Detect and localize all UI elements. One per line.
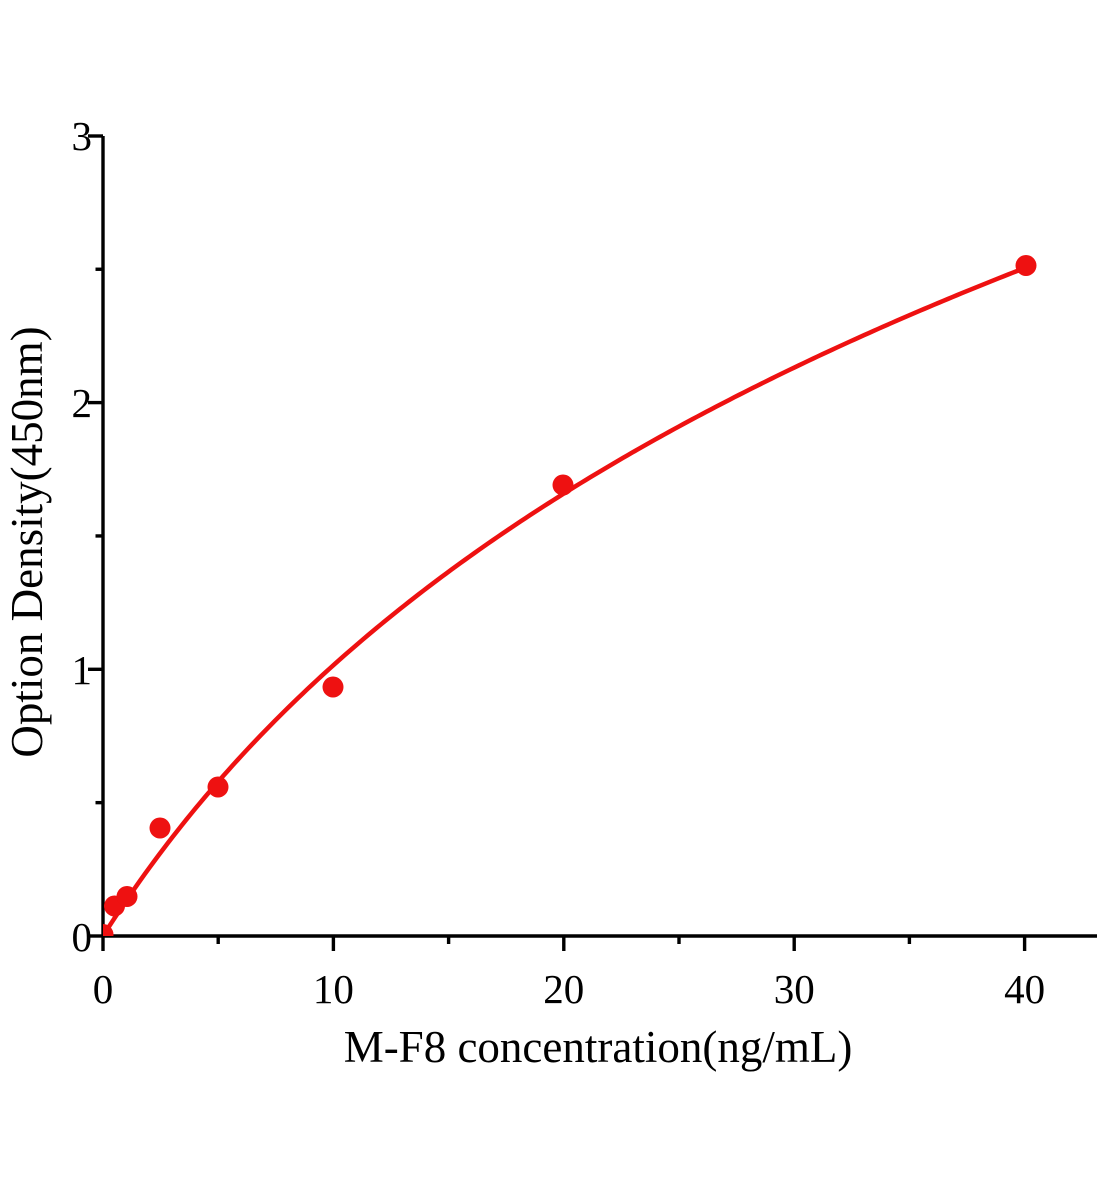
svg-text:Option Density(450nm): Option Density(450nm) (2, 326, 52, 757)
svg-text:M-F8 concentration(ng/mL): M-F8 concentration(ng/mL) (344, 1022, 853, 1072)
svg-text:10: 10 (313, 966, 354, 1012)
svg-text:0: 0 (72, 914, 93, 960)
svg-text:1: 1 (72, 647, 93, 693)
svg-text:0: 0 (93, 966, 114, 1012)
svg-text:3: 3 (72, 113, 93, 159)
svg-text:20: 20 (543, 966, 584, 1012)
svg-text:30: 30 (774, 966, 815, 1012)
svg-text:40: 40 (1004, 966, 1045, 1012)
svg-text:2: 2 (72, 380, 93, 426)
